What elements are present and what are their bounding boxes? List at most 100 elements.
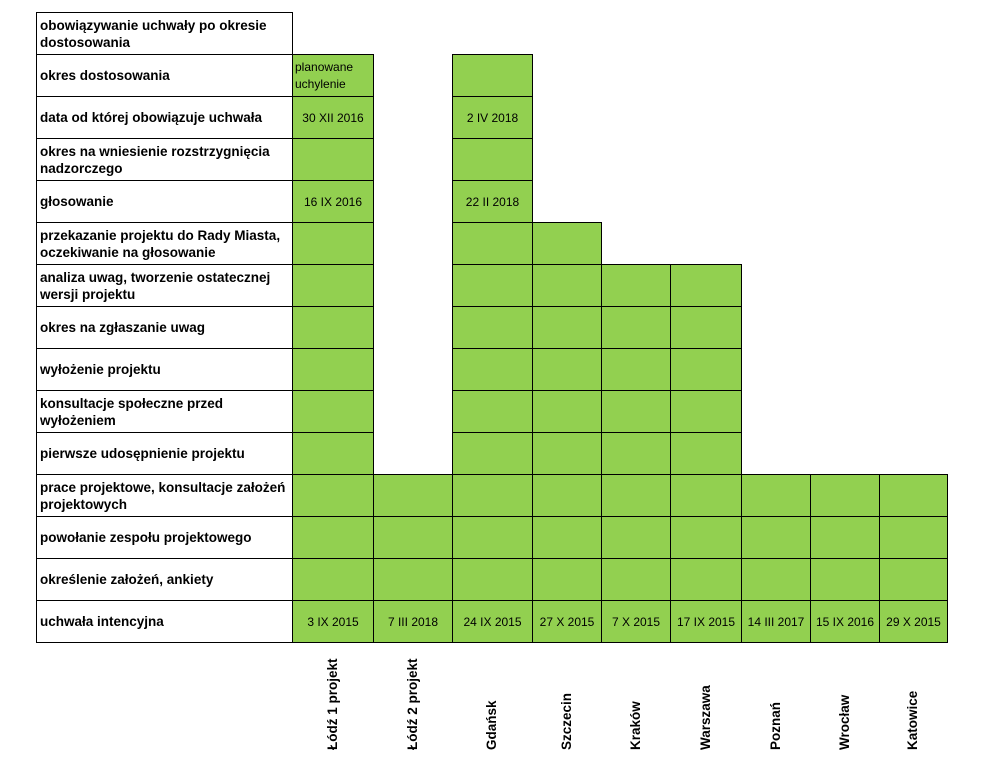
stage-cell bbox=[741, 516, 811, 559]
stage-label: wyłożenie projektu bbox=[36, 348, 293, 391]
stage-cell bbox=[532, 474, 602, 517]
cell-date-label: 22 II 2018 bbox=[465, 194, 520, 209]
stage-label: data od której obowiązuje uchwała bbox=[36, 96, 293, 139]
stage-cell bbox=[670, 348, 742, 391]
city-label: Warszawa bbox=[697, 685, 713, 750]
stage-cell: 7 X 2015 bbox=[601, 600, 671, 643]
city-label: Gdańsk bbox=[484, 700, 499, 750]
stage-cell: 2 IV 2018 bbox=[452, 96, 533, 139]
stage-cell bbox=[532, 558, 602, 601]
stage-cell bbox=[670, 558, 742, 601]
stage-label: okres dostosowania bbox=[36, 54, 293, 97]
stage-cell: 16 IX 2016 bbox=[292, 180, 374, 223]
city-label: Łódź 2 projekt bbox=[404, 658, 420, 750]
stage-cell bbox=[452, 558, 533, 601]
stage-cell: 14 III 2017 bbox=[741, 600, 811, 643]
stage-cell: planowane uchylenie bbox=[292, 54, 374, 97]
stage-cell bbox=[452, 222, 533, 265]
stage-cell bbox=[810, 474, 880, 517]
stage-cell: 27 X 2015 bbox=[532, 600, 602, 643]
stage-cell bbox=[532, 390, 602, 433]
stage-cell bbox=[601, 558, 671, 601]
stage-cell bbox=[741, 474, 811, 517]
stage-label: głosowanie bbox=[36, 180, 293, 223]
stage-cell bbox=[532, 516, 602, 559]
stage-cell bbox=[452, 516, 533, 559]
stage-cell bbox=[810, 516, 880, 559]
stage-cell bbox=[670, 306, 742, 349]
stage-cell bbox=[532, 432, 602, 475]
stage-cell: 17 IX 2015 bbox=[670, 600, 742, 643]
stage-cell bbox=[601, 432, 671, 475]
city-label: Łódź 1 projekt bbox=[324, 658, 340, 750]
stage-cell bbox=[292, 558, 374, 601]
city-label: Wrocław bbox=[836, 694, 852, 750]
stage-label: okres na wniesienie rozstrzygnięcia nadz… bbox=[36, 138, 293, 181]
stage-cell bbox=[373, 558, 453, 601]
stage-cell bbox=[452, 54, 533, 97]
stage-cell bbox=[292, 306, 374, 349]
stage-cell bbox=[452, 474, 533, 517]
cell-date-label: 7 X 2015 bbox=[611, 614, 661, 629]
stage-label: obowiązywanie uchwały po okresie dostoso… bbox=[36, 12, 293, 55]
stage-cell bbox=[670, 432, 742, 475]
stage-cell bbox=[292, 222, 374, 265]
stage-cell: 24 IX 2015 bbox=[452, 600, 533, 643]
stage-label: uchwała intencyjna bbox=[36, 600, 293, 643]
stage-cell: 7 III 2018 bbox=[373, 600, 453, 643]
stage-cell bbox=[601, 516, 671, 559]
cell-date-label: 17 IX 2015 bbox=[676, 614, 736, 629]
stage-cell bbox=[810, 558, 880, 601]
stage-cell bbox=[452, 138, 533, 181]
cell-date-label: 29 X 2015 bbox=[886, 614, 941, 629]
stage-cell bbox=[879, 474, 948, 517]
stage-cell bbox=[452, 306, 533, 349]
stage-label: przekazanie projektu do Rady Miasta, ocz… bbox=[36, 222, 293, 265]
stage-cell bbox=[532, 348, 602, 391]
cell-date-label: 30 XII 2016 bbox=[302, 110, 364, 125]
stage-label: okres na zgłaszanie uwag bbox=[36, 306, 293, 349]
stage-cell: 30 XII 2016 bbox=[292, 96, 374, 139]
stage-cell bbox=[601, 306, 671, 349]
stage-label: określenie założeń, ankiety bbox=[36, 558, 293, 601]
stage-cell bbox=[601, 390, 671, 433]
stage-cell: 29 X 2015 bbox=[879, 600, 948, 643]
stage-cell bbox=[670, 474, 742, 517]
stage-cell bbox=[879, 558, 948, 601]
stage-cell bbox=[532, 222, 602, 265]
city-label: Katowice bbox=[905, 690, 920, 750]
stage-cell bbox=[292, 138, 374, 181]
cell-date-label: 2 IV 2018 bbox=[466, 110, 519, 125]
stage-cell bbox=[292, 516, 374, 559]
stage-cell bbox=[532, 264, 602, 307]
stage-cell bbox=[373, 516, 453, 559]
city-label: Szczecin bbox=[558, 692, 574, 750]
stage-cell bbox=[292, 474, 374, 517]
cell-date-label: 27 X 2015 bbox=[539, 614, 595, 629]
stage-cell: 15 IX 2016 bbox=[810, 600, 880, 643]
stage-cell bbox=[741, 558, 811, 601]
city-label: Kraków bbox=[627, 701, 643, 750]
stage-cell bbox=[373, 474, 453, 517]
cell-date-label: planowane uchylenie bbox=[295, 60, 354, 91]
stage-label: konsultacje społeczne przed wyłożeniem bbox=[36, 390, 293, 433]
stage-cell bbox=[670, 390, 742, 433]
cell-date-label: 14 III 2017 bbox=[747, 614, 805, 629]
stage-cell bbox=[532, 306, 602, 349]
stage-cell: 22 II 2018 bbox=[452, 180, 533, 223]
stage-cell bbox=[879, 516, 948, 559]
cell-date-label: 3 IX 2015 bbox=[307, 614, 359, 629]
stage-cell bbox=[601, 348, 671, 391]
stage-label: pierwsze udosępnienie projektu bbox=[36, 432, 293, 475]
stage-cell: 3 IX 2015 bbox=[292, 600, 374, 643]
stage-label: prace projektowe, konsultacje założeń pr… bbox=[36, 474, 293, 517]
stage-cell bbox=[601, 474, 671, 517]
stage-cell bbox=[452, 390, 533, 433]
cell-date-label: 16 IX 2016 bbox=[303, 194, 363, 209]
cell-date-label: 24 IX 2015 bbox=[463, 614, 522, 629]
cell-date-label: 15 IX 2016 bbox=[815, 614, 875, 629]
stage-cell bbox=[670, 264, 742, 307]
stage-cell bbox=[452, 348, 533, 391]
city-label: Poznań bbox=[767, 701, 783, 750]
stage-cell bbox=[452, 432, 533, 475]
